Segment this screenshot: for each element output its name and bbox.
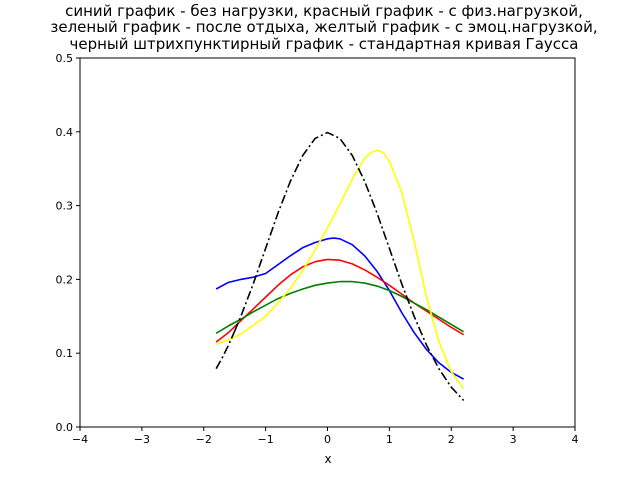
x-tick-label: −2	[196, 433, 212, 446]
title-line-2: зеленый график - после отдыха, желтый гр…	[50, 18, 597, 36]
x-tick-label: 0	[324, 433, 331, 446]
x-tick-label: 2	[448, 433, 455, 446]
y-tick-label: 0.4	[56, 126, 74, 139]
axes-layer: −4 −3 −2 −1 0 1 2 3 4 0.0 0.1 0.2 0.3 0.4 0.5	[56, 52, 579, 446]
x-tick-label: 3	[510, 433, 517, 446]
x-axis-label: x	[324, 452, 331, 466]
y-tick-label: 0.1	[56, 347, 74, 360]
x-tick-label: −1	[258, 433, 274, 446]
plot-area	[80, 58, 575, 427]
series-line-1	[215, 237, 465, 380]
y-tick-label: 0.5	[56, 52, 74, 65]
series-line-2	[215, 258, 465, 343]
series-layer	[215, 131, 465, 401]
x-tick-label: 1	[386, 433, 393, 446]
chart-title: синий график - без нагрузки, красный гра…	[50, 2, 597, 53]
x-tick-label: −4	[72, 433, 88, 446]
x-tick-label: −3	[134, 433, 150, 446]
y-tick-label: 0.3	[56, 200, 74, 213]
y-tick-label: 0.2	[56, 273, 74, 286]
title-line-1: синий график - без нагрузки, красный гра…	[65, 2, 583, 20]
series-line-3	[215, 280, 465, 334]
plot-background	[80, 58, 575, 427]
y-tick-label: 0.0	[56, 421, 74, 434]
x-tick-label: 4	[572, 433, 579, 446]
series-line-4	[215, 149, 465, 390]
series-line-6	[215, 330, 236, 370]
title-line-3: черный штрихпунктирный график - стандарт…	[70, 35, 579, 53]
